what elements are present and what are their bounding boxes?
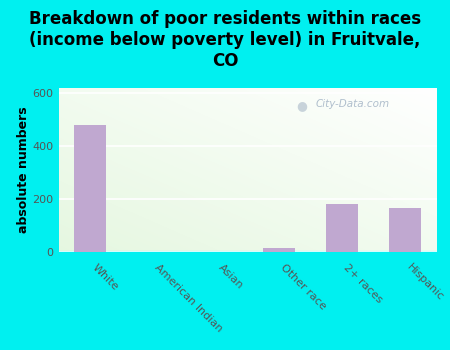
Bar xyxy=(389,208,421,252)
Text: Breakdown of poor residents within races
(income below poverty level) in Fruitva: Breakdown of poor residents within races… xyxy=(29,10,421,70)
Bar xyxy=(326,204,358,252)
Text: ●: ● xyxy=(297,99,307,112)
Text: City-Data.com: City-Data.com xyxy=(315,99,390,109)
Bar xyxy=(263,248,295,252)
Bar xyxy=(74,125,106,252)
Y-axis label: absolute numbers: absolute numbers xyxy=(17,106,30,233)
